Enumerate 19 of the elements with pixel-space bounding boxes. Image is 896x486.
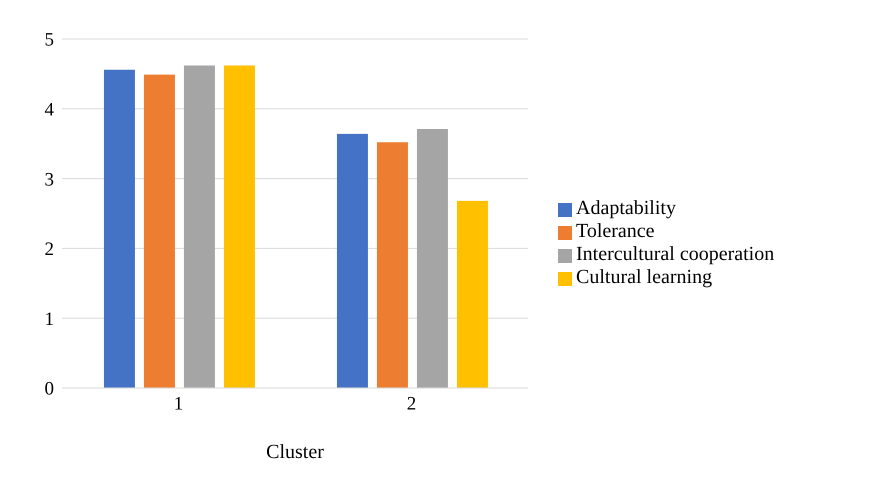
bar	[416, 129, 448, 388]
legend-label: Cultural learning	[576, 266, 712, 288]
bar	[224, 66, 255, 388]
bar	[456, 200, 488, 388]
legend-label: Intercultural cooperation	[576, 243, 774, 265]
bar	[184, 66, 215, 388]
bar	[144, 74, 175, 388]
bar	[336, 134, 368, 388]
y-tick-label: 1	[44, 308, 54, 330]
y-tick-label: 0	[44, 378, 54, 400]
bar	[104, 70, 135, 388]
legend-label: Adaptability	[576, 197, 676, 219]
y-tick-label: 2	[44, 239, 54, 260]
x-axis-title: Cluster	[266, 441, 324, 463]
legend-label: Tolerance	[576, 220, 655, 242]
bar	[376, 142, 408, 388]
y-tick-label: 4	[44, 100, 54, 121]
y-tick-label: 5	[44, 30, 54, 51]
y-tick-label: 3	[44, 169, 54, 190]
